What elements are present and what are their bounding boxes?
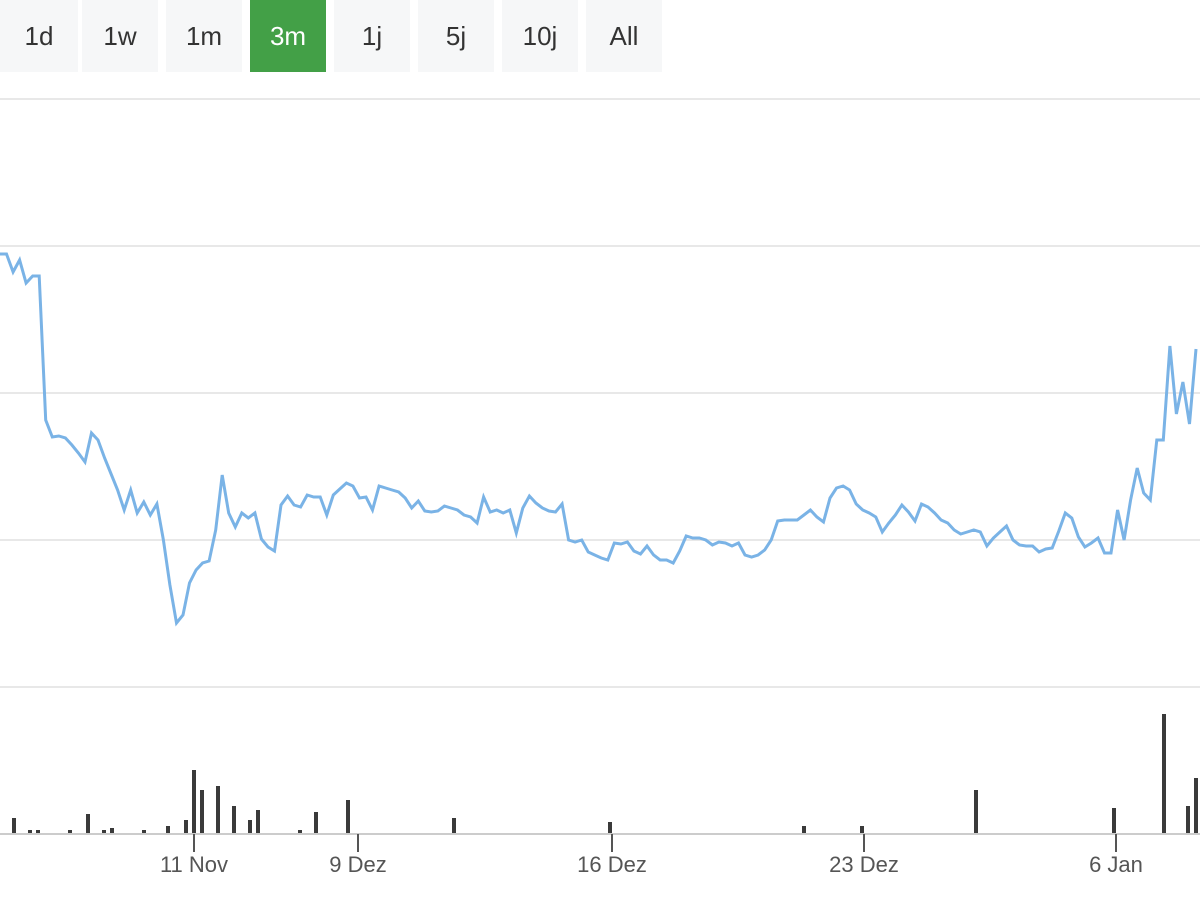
range-button-all[interactable]: All [586,0,662,72]
volume-bar [86,814,90,834]
range-button-10j[interactable]: 10j [502,0,578,72]
volume-bar [192,770,196,834]
volume-bar [110,828,114,834]
volume-bar [1194,778,1198,834]
range-selector: 1d 1w 1m 3m 1j 5j 10j All [0,0,670,72]
x-tick-label: 16 Dez [577,852,647,877]
volume-bars [12,714,1198,834]
x-tick-label: 11 Nov [160,852,228,877]
volume-bar [102,830,106,834]
volume-bar [298,830,302,834]
volume-bar [346,800,350,834]
range-button-3m[interactable]: 3m [250,0,326,72]
volume-bar [248,820,252,834]
volume-bar [12,818,16,834]
volume-bar [1162,714,1166,834]
volume-bar [184,820,188,834]
volume-bar [452,818,456,834]
range-button-1w[interactable]: 1w [82,0,158,72]
volume-bar [28,830,32,834]
x-axis-ticks: 11 Nov 9 Dez 16 Dez 23 Dez 6 Jan [160,834,1143,877]
volume-bar [256,810,260,834]
volume-bar [68,830,72,834]
volume-bar [802,826,806,834]
volume-bar [216,786,220,834]
price-line [0,252,1198,627]
volume-bar [36,830,40,834]
grid-lines [0,98,1200,688]
volume-bar [200,790,204,834]
volume-bar [1186,806,1190,834]
volume-bar [314,812,318,834]
x-tick-label: 9 Dez [329,852,386,877]
range-button-1m[interactable]: 1m [166,0,242,72]
x-tick-label: 23 Dez [829,852,899,877]
volume-bar [142,830,146,834]
x-tick-label: 6 Jan [1089,852,1143,877]
volume-bar [608,822,612,834]
volume-bar [166,826,170,834]
range-button-5j[interactable]: 5j [418,0,494,72]
volume-bar [974,790,978,834]
range-button-1d[interactable]: 1d [0,0,78,72]
range-button-1j[interactable]: 1j [334,0,410,72]
volume-bar [232,806,236,834]
volume-bar [1112,808,1116,834]
volume-bar [860,826,864,834]
